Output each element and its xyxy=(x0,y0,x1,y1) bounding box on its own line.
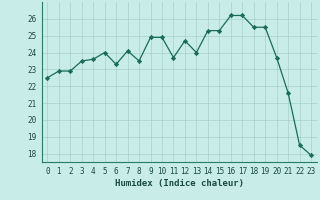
X-axis label: Humidex (Indice chaleur): Humidex (Indice chaleur) xyxy=(115,179,244,188)
